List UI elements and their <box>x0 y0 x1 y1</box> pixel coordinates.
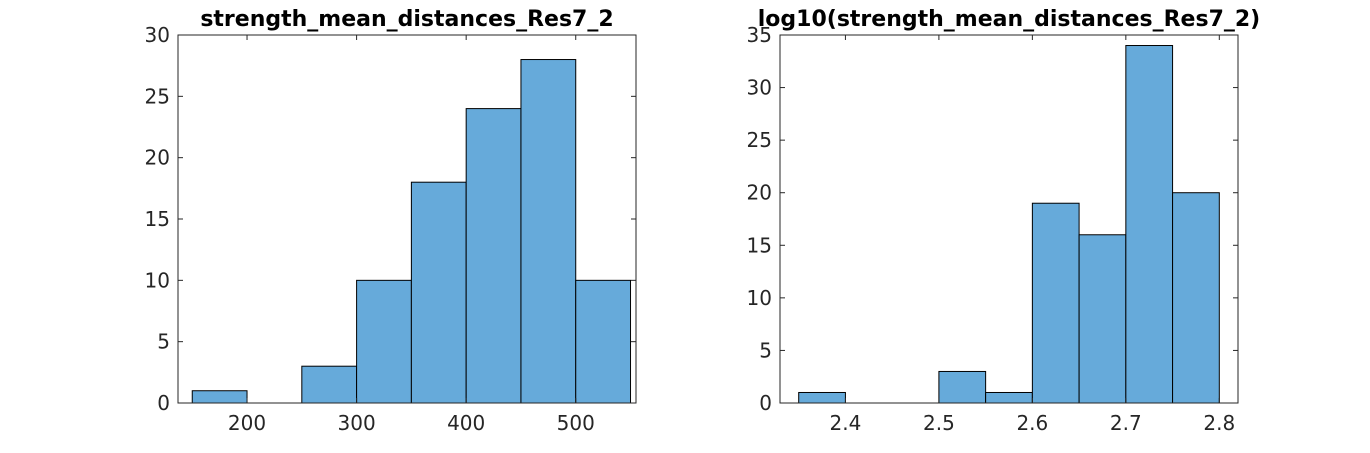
x-tick-label: 300 <box>338 411 376 435</box>
x-tick-label: 2.6 <box>1016 411 1048 435</box>
histogram-bar <box>356 279 412 404</box>
histogram-bar <box>575 279 632 404</box>
histogram-bar <box>301 365 358 404</box>
y-tick-label: 35 <box>747 23 772 47</box>
y-tick-label: 30 <box>747 76 772 100</box>
axes-box <box>779 34 1239 404</box>
x-tick-label: 2.7 <box>1110 411 1142 435</box>
y-tick-label: 30 <box>145 23 170 47</box>
histogram-bar <box>410 181 467 404</box>
histogram-bar <box>1172 192 1220 404</box>
x-tick-label: 2.4 <box>830 411 862 435</box>
y-tick-label: 10 <box>145 268 170 292</box>
x-tick-label: 500 <box>557 411 595 435</box>
y-tick-label: 20 <box>145 146 170 170</box>
y-tick-label: 20 <box>747 181 772 205</box>
y-tick-label: 0 <box>759 391 772 415</box>
x-tick-label: 2.8 <box>1203 411 1235 435</box>
y-tick-label: 10 <box>747 286 772 310</box>
x-tick-label: 2.5 <box>923 411 955 435</box>
histogram-bar <box>1125 45 1174 404</box>
x-tick-label: 200 <box>228 411 266 435</box>
x-tick-label: 400 <box>447 411 485 435</box>
y-tick-label: 5 <box>157 330 170 354</box>
y-tick-label: 15 <box>145 207 170 231</box>
y-tick-label: 0 <box>157 391 170 415</box>
y-tick-label: 25 <box>747 128 772 152</box>
histogram-bar <box>1031 202 1080 404</box>
y-tick-label: 25 <box>145 84 170 108</box>
histogram-panel-log10: log10(strength_mean_distances_Res7_2) 2.4… <box>747 7 1261 435</box>
y-tick-label: 15 <box>747 233 772 257</box>
histogram-bar <box>938 370 987 404</box>
histogram-bar <box>985 391 1033 404</box>
chart-title: strength_mean_distances_Res7_2 <box>200 7 613 32</box>
histogram-bar <box>191 390 248 404</box>
histogram-bar <box>1078 234 1127 404</box>
histogram-bar <box>520 59 577 404</box>
y-tick-label: 5 <box>759 338 772 362</box>
histogram-bar <box>465 108 522 404</box>
histogram-bar <box>798 391 846 404</box>
chart-title: log10(strength_mean_distances_Res7_2) <box>758 7 1261 32</box>
